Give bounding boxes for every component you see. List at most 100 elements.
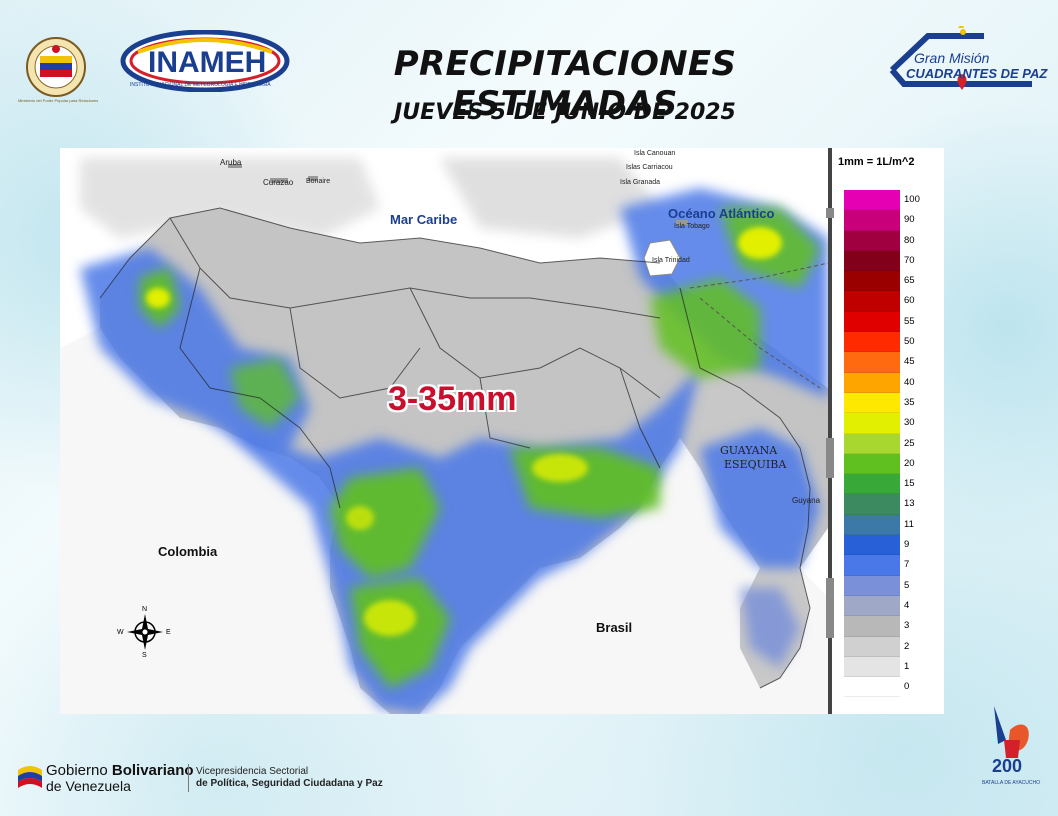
legend-label: 3 [904, 620, 910, 632]
legend-label: 0 [904, 681, 910, 693]
label-curazao: Curazao [263, 178, 294, 187]
legend-swatch [844, 636, 900, 657]
legend-label: 35 [904, 396, 915, 408]
label-guayana: GUAYANA [720, 444, 778, 457]
legend-swatch [844, 190, 900, 211]
legend-swatch [844, 616, 900, 637]
legend-swatch [844, 332, 900, 353]
legend-swatch [844, 271, 900, 292]
label-brasil: Brasil [596, 620, 633, 635]
island-aruba [228, 164, 242, 168]
legend-level: 30 [844, 413, 936, 434]
rain-yellow-areas [146, 227, 782, 636]
label-isla-trinidad: Isla Trinidad [652, 257, 690, 264]
legend-swatch [844, 311, 900, 333]
label-aruba: Aruba [220, 158, 242, 167]
compass-e: E [166, 629, 171, 636]
legend-swatch [844, 250, 900, 272]
legend-label: 45 [904, 356, 915, 368]
legend-level: 2 [844, 636, 936, 657]
legend-swatch [844, 514, 900, 536]
label-esequiba: ESEQUIBA [724, 458, 787, 471]
legend-level: 13 [844, 494, 936, 515]
legend-swatch [844, 453, 900, 475]
state-borders [99, 207, 811, 689]
footer-government-branding: Gobierno Bolivariano de Venezuela Vicepr… [16, 760, 396, 796]
legend-level: 35 [844, 392, 936, 414]
venezuela-flag-icon [18, 766, 42, 788]
legend-level: 60 [844, 291, 936, 312]
bicentenario-text: BATALLA DE AYACUCHO [982, 780, 1040, 786]
inameh-logo: INAMEH INSTITUTO NACIONAL DE METEOROLOGÍ… [120, 29, 290, 93]
legend-label: 30 [904, 417, 915, 429]
compass-w: W [117, 629, 124, 636]
page-title: PRECIPITACIONES ESTIMADAS [393, 44, 737, 124]
legend-label: 7 [904, 559, 910, 571]
legend-level: 11 [844, 514, 936, 536]
legend-level: 4 [844, 595, 936, 617]
legend-level: 45 [844, 352, 936, 373]
label-isla-granada: Isla Granada [620, 179, 661, 186]
legend-label: 25 [904, 437, 915, 449]
label-isla-tobago: Isla Tobago [674, 223, 710, 230]
legend-level: 40 [844, 372, 936, 393]
label-isla-canouan: Isla Canouan [634, 150, 676, 157]
legend-swatch [844, 535, 900, 556]
map-canvas [60, 148, 834, 714]
compass-n: N [142, 606, 148, 613]
legend-swatch [844, 474, 900, 495]
legend-level: 55 [844, 311, 936, 333]
legend-level: 100 [844, 190, 936, 211]
legend-unit: 1mm = 1L/m^2 [838, 156, 915, 168]
label-guyana: Guyana [792, 496, 821, 505]
vice-line2: de Política, Seguridad Ciudadana y Paz [196, 778, 383, 789]
legend-label: 40 [904, 376, 915, 388]
legend-swatch [844, 656, 900, 678]
legend-swatch [844, 555, 900, 576]
rain-green-areas [140, 208, 820, 688]
gran-mision-cuadrantes-logo: Gran Misión CUADRANTES DE PAZ [884, 22, 1048, 100]
map-frame [826, 148, 834, 714]
legend-label: 70 [904, 254, 915, 266]
legend-label: 90 [904, 214, 915, 226]
legend-level: 90 [844, 210, 936, 231]
legend-level: 20 [844, 453, 936, 475]
legend-label: 4 [904, 599, 910, 611]
govt-line1: Gobierno Bolivariano [46, 762, 194, 779]
legend-level: 15 [844, 474, 936, 495]
bicentenario-number: 200 [992, 756, 1023, 776]
island-trinidad [643, 239, 681, 277]
legend-swatch [844, 433, 900, 454]
legend-label: 60 [904, 295, 915, 307]
legend-level: 0 [844, 677, 936, 698]
legend-label: 50 [904, 336, 915, 348]
gmcp-line1: Gran Misión [914, 50, 990, 66]
island-curazao [270, 178, 288, 183]
legend-label: 5 [904, 579, 910, 591]
legend-level: 3 [844, 616, 936, 637]
gmcp-line2: CUADRANTES DE PAZ [906, 66, 1048, 81]
legend-swatch [844, 291, 900, 312]
ministry-seal-logo [18, 36, 94, 98]
legend-swatch [844, 210, 900, 231]
legend-level: 9 [844, 535, 936, 556]
legend-level: 7 [844, 555, 936, 576]
label-colombia: Colombia [158, 544, 218, 559]
legend-level: 65 [844, 271, 936, 292]
legend-label: 100 [904, 194, 920, 205]
legend-label: 13 [904, 498, 915, 510]
legend-label: 1 [904, 660, 910, 672]
compass-rose [127, 614, 163, 650]
legend-level: 80 [844, 230, 936, 251]
legend-swatch [844, 372, 900, 393]
label-oceano-atlantico: Océano Atlántico [668, 206, 775, 221]
page-subtitle: JUEVES 5 DE JUNIO DE 2025 [394, 100, 736, 125]
legend-swatch [844, 677, 900, 698]
footer-separator [188, 764, 189, 792]
compass-s: S [142, 652, 147, 659]
legend-label: 65 [904, 275, 915, 287]
inameh-logo-text: INAMEH [148, 46, 267, 79]
legend-swatch [844, 595, 900, 617]
vice-line1: Vicepresidencia Sectorial [196, 766, 309, 777]
legend-level: 5 [844, 575, 936, 596]
